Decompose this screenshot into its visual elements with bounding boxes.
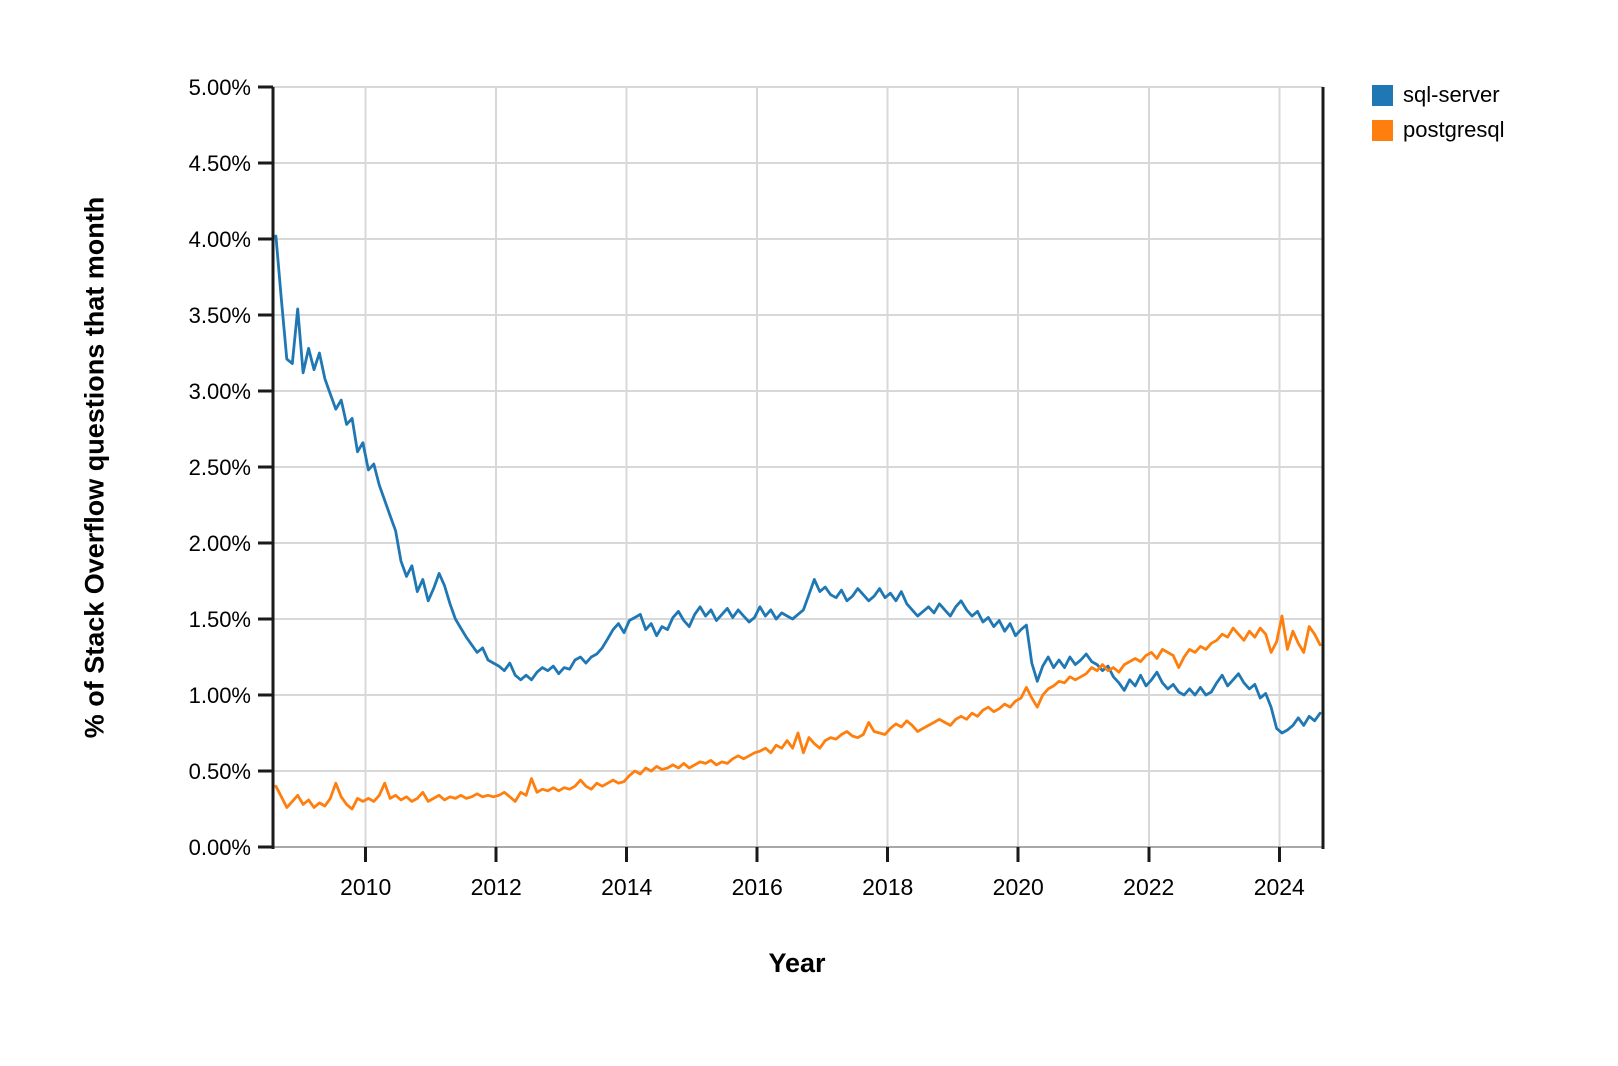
y-tick-label-3: 3.00%: [189, 379, 251, 404]
x-tick-label-2018: 2018: [862, 874, 913, 900]
y-tick-label-2.5: 2.50%: [189, 455, 251, 480]
series-line-sql-server: [274, 234, 1322, 735]
x-tick-label-2010: 2010: [340, 874, 391, 900]
legend-label-postgresql: postgresql: [1403, 117, 1505, 142]
x-tick-label-2022: 2022: [1123, 874, 1174, 900]
x-tick-label-2020: 2020: [993, 874, 1044, 900]
x-tick-label-2016: 2016: [732, 874, 783, 900]
y-tick-label-2: 2.00%: [189, 531, 251, 556]
legend-label-sql-server: sql-server: [1403, 82, 1500, 107]
x-axis-title: Year: [768, 948, 826, 978]
y-tick-label-1: 1.00%: [189, 683, 251, 708]
y-tick-label-1.5: 1.50%: [189, 607, 251, 632]
x-tick-label-2014: 2014: [601, 874, 652, 900]
legend-item-sql-server: sql-server: [1372, 84, 1505, 106]
legend: sql-server postgresql: [1372, 84, 1505, 141]
y-axis-title: % of Stack Overflow questions that month: [79, 196, 110, 739]
legend-item-postgresql: postgresql: [1372, 119, 1505, 141]
y-tick-label-4: 4.00%: [189, 227, 251, 252]
y-tick-label-5: 5.00%: [189, 75, 251, 100]
legend-swatch-postgresql: [1372, 119, 1393, 141]
x-tick-label-2012: 2012: [471, 874, 522, 900]
y-tick-label-3.5: 3.50%: [189, 303, 251, 328]
series-line-postgresql: [274, 614, 1322, 811]
y-tick-label-0: 0.00%: [189, 835, 251, 860]
legend-swatch-sql-server: [1372, 84, 1393, 106]
y-tick-label-0.5: 0.50%: [189, 759, 251, 784]
x-tick-label-2024: 2024: [1254, 874, 1305, 900]
y-tick-label-4.5: 4.50%: [189, 151, 251, 176]
